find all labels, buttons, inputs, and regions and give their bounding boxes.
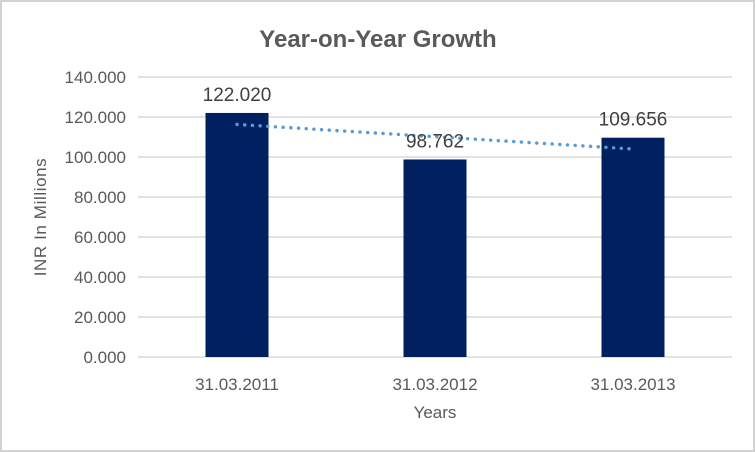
y-axis-tick-labels: 0.000 20.000 40.000 60.000 80.000 100.000 120.…	[65, 68, 126, 367]
y-tick-label: 100.000	[65, 148, 126, 167]
y-tick-label: 120.000	[65, 108, 126, 127]
y-axis-title: INR In Millions	[31, 158, 50, 277]
y-tick-label: 60.000	[74, 228, 126, 247]
data-label: 109.656	[599, 110, 668, 131]
y-tick-label: 140.000	[65, 68, 126, 87]
bar-31.03.2013	[601, 137, 665, 357]
data-labels: 122.020 98.762 109.656	[203, 85, 668, 153]
chart-title: Year-on-Year Growth	[259, 26, 496, 53]
x-tick-label: 31.03.2011	[195, 375, 279, 394]
y-tick-label: 0.000	[83, 348, 126, 367]
bar-31.03.2011	[205, 112, 269, 358]
y-tick-label: 20.000	[74, 308, 126, 327]
trendline	[235, 122, 635, 151]
trendline-dotted	[235, 122, 635, 151]
x-tick-label: 31.03.2013	[590, 375, 675, 394]
bar-31.03.2012	[403, 159, 467, 357]
data-label: 122.020	[203, 85, 272, 106]
data-label: 98.762	[406, 131, 464, 152]
y-tick-label: 40.000	[74, 268, 126, 287]
y-tick-label: 80.000	[74, 188, 126, 207]
x-tick-label: 31.03.2012	[392, 375, 477, 394]
x-axis-tick-labels: 31.03.2011 31.03.2012 31.03.2013	[195, 375, 675, 394]
x-axis-title: Years	[414, 403, 457, 422]
bar-series	[205, 112, 665, 358]
